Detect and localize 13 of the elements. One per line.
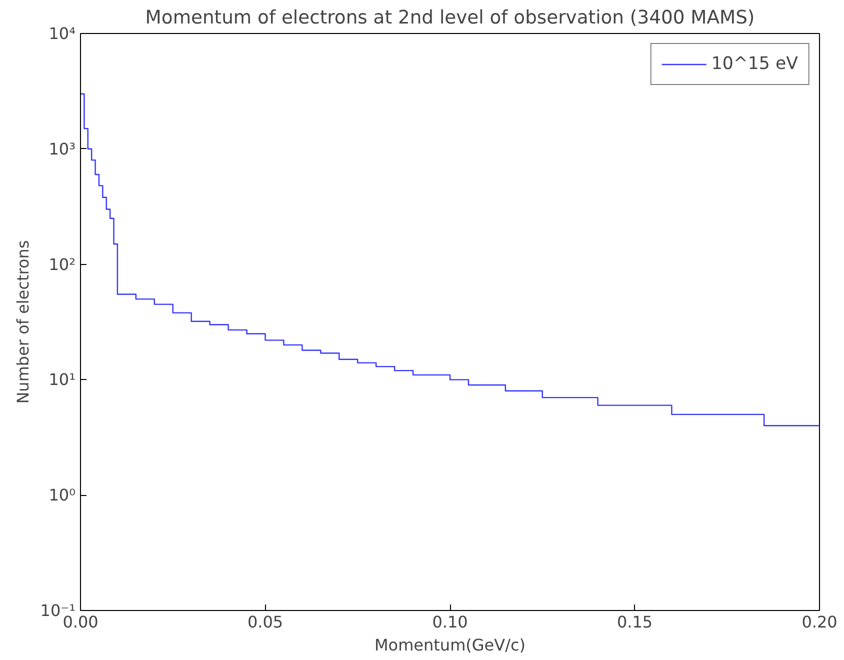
y-tick-label: 10⁰ (48, 486, 76, 505)
y-tick-label: 10² (48, 254, 76, 274)
y-tick-label: 10⁴ (48, 24, 76, 43)
y-tick-label: 10¹ (48, 370, 76, 390)
x-tick-label: 0.05 (247, 612, 284, 632)
x-tick-label: 0.15 (616, 612, 653, 632)
chart-title: Momentum of electrons at 2nd level of observation (3400 MAMS) (145, 8, 755, 28)
x-axis-title: Momentum(GeV/c) (374, 636, 526, 654)
x-tick-label: 0.10 (432, 612, 468, 632)
y-tick-label: 10³ (48, 139, 76, 158)
legend-label: 10^15 eV (711, 54, 798, 74)
y-axis-title: Number of electrons (13, 240, 32, 404)
x-tick-label: 0.20 (802, 612, 838, 632)
